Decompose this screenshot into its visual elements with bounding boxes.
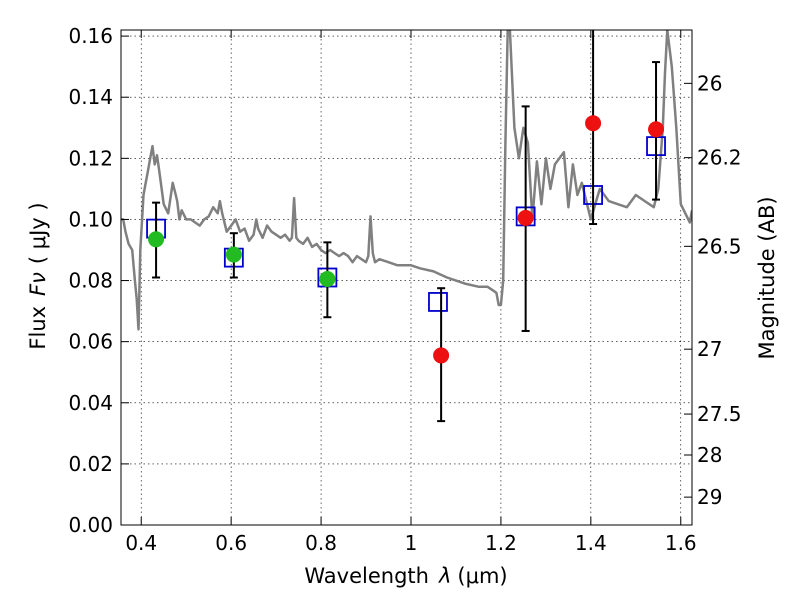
observed-optical-point: [319, 271, 336, 288]
x-tick-label: 1.6: [665, 531, 697, 555]
observed-nir-point: [433, 347, 450, 364]
observed-optical-point: [148, 231, 165, 248]
x-tick-label: 1.2: [485, 531, 517, 555]
y-axis-ticks: 0.00 0.02 0.04 0.06 0.08 0.10 0.12 0.14 0.16: [68, 24, 129, 537]
x-tick-label: 1.4: [575, 531, 607, 555]
x-axis-label: Wavelength λ (μm): [304, 564, 507, 588]
magnitude-axis-ticks: 26 26.2 26.5 27 27.5 28 29: [684, 71, 742, 509]
y-tick-label: 0.08: [68, 269, 113, 293]
magnitude-tick-label: 28: [697, 443, 722, 467]
y-tick-label: 0.16: [68, 24, 113, 48]
model-spectrum-layer: [121, 30, 692, 331]
plot-background: [121, 30, 692, 525]
magnitude-tick-label: 26: [697, 71, 722, 95]
x-axis-ticks: 0.4 0.6 0.8 1 1.2 1.4 1.6: [125, 30, 697, 555]
y-tick-label: 0.04: [68, 391, 113, 415]
magnitude-tick-label: 26.5: [697, 234, 742, 258]
magnitude-tick-label: 27.5: [697, 402, 742, 426]
observed-optical-point: [225, 246, 242, 263]
observed-nir-point: [517, 209, 534, 226]
magnitude-tick-label: 26.2: [697, 146, 742, 170]
magnitude-tick-label: 27: [697, 337, 722, 361]
y-tick-label: 0.02: [68, 452, 113, 476]
magnitude-axis-label: Magnitude (AB): [755, 196, 779, 359]
x-tick-label: 0.4: [125, 531, 157, 555]
y-tick-label: 0.12: [68, 146, 113, 170]
y-tick-label: 0.06: [68, 330, 113, 354]
x-tick-label: 1: [405, 531, 418, 555]
x-tick-label: 0.8: [305, 531, 337, 555]
y-tick-label: 0.14: [68, 85, 113, 109]
x-tick-label: 0.6: [215, 531, 247, 555]
y-tick-label: 0.00: [68, 513, 113, 537]
magnitude-tick-label: 29: [697, 485, 722, 509]
observed-nir-point: [648, 121, 665, 138]
model-spectrum-line: [121, 30, 692, 331]
plot-frame: [120, 29, 693, 526]
observed-points-layer: [148, 115, 665, 364]
y-axis-label: FluxFν( μJy ): [26, 202, 50, 349]
y-tick-label: 0.10: [68, 207, 113, 231]
observed-nir-point: [585, 115, 602, 132]
model-photometry-square: [428, 292, 448, 312]
